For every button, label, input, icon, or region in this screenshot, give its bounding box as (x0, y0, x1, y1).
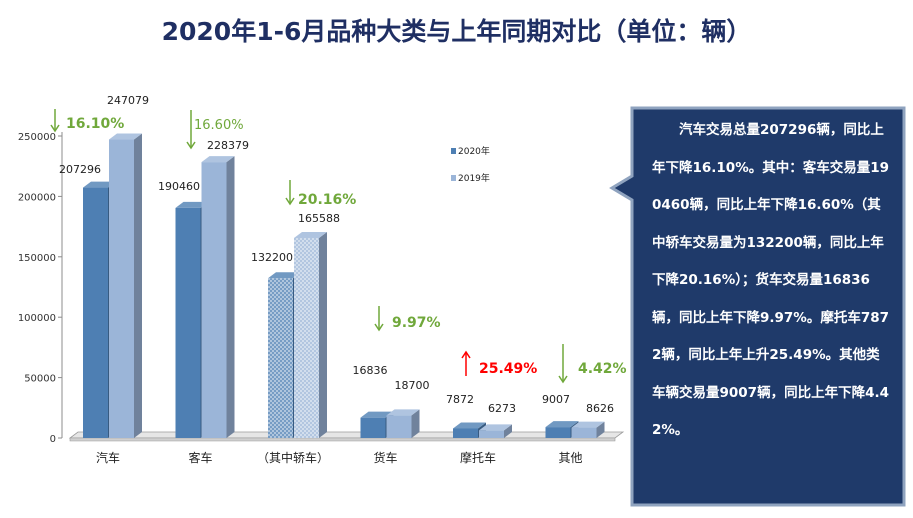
change-percent: 4.42% (578, 361, 627, 377)
bar-top (479, 424, 512, 431)
bar-side (411, 409, 420, 438)
data-label: 132200 (251, 251, 293, 264)
bar-front (83, 187, 108, 438)
bar-top (386, 409, 420, 416)
bar-2019 (386, 409, 420, 438)
change-annotation: 4.42% (558, 344, 627, 384)
data-label: 190460 (158, 180, 200, 193)
data-label: 18700 (395, 379, 430, 392)
data-label: 9007 (542, 393, 570, 406)
arrow-head-icon (285, 197, 295, 206)
bar-front (545, 427, 571, 438)
bar-top (175, 201, 209, 208)
bar-top (83, 181, 116, 188)
chart-floor (68, 431, 625, 439)
data-label: 16836 (353, 364, 388, 377)
x-tick-label: 汽车 (96, 450, 120, 465)
data-label: 8626 (586, 402, 614, 415)
arrow-head-icon (558, 375, 568, 384)
change-percent: 25.49% (479, 361, 537, 377)
bar-top (268, 272, 301, 279)
change-percent: 20.16% (298, 192, 356, 208)
x-tick-label: 货车 (373, 450, 397, 465)
bar-front (109, 139, 134, 438)
change-percent: 16.10% (66, 116, 124, 132)
change-annotation: 20.16% (285, 180, 356, 208)
bar-front (386, 415, 412, 438)
callout-text: 汽车交易总量207296辆，同比上年下降16.10%。其中：客车交易量19046… (652, 122, 890, 438)
bar-2019 (109, 133, 142, 438)
bar-top (545, 421, 579, 428)
bar-front (479, 430, 504, 438)
bar-side (319, 231, 327, 438)
legend-label: 2020年 (458, 145, 490, 157)
change-annotation: 16.10% (50, 109, 124, 133)
arrow-head-icon (461, 350, 471, 359)
bar-front (453, 428, 478, 438)
bar-top (201, 156, 235, 163)
bar-side (226, 156, 235, 438)
bar-front (201, 162, 227, 438)
bar-front (360, 417, 386, 438)
data-label: 7872 (446, 393, 474, 406)
bar-top (360, 411, 394, 418)
arrow-head-icon (186, 141, 196, 150)
y-tick-label: 100000 (18, 313, 56, 324)
bar-top (294, 231, 327, 238)
change-annotation: 9.97% (374, 306, 441, 332)
chart-title: 2020年1-6月品种大类与上年同期对比（单位：辆） (161, 17, 752, 46)
x-tick-label: 其他 (558, 451, 582, 465)
legend-item: 2020年 (451, 145, 490, 157)
bar-front (175, 207, 201, 438)
bar-top (453, 422, 486, 429)
bar-front (268, 278, 293, 438)
legend-label: 2019年 (458, 172, 490, 184)
y-tick-label: 150000 (18, 253, 56, 264)
data-label: 165588 (298, 212, 340, 225)
data-label: 228379 (207, 139, 249, 152)
bar-side (134, 133, 142, 438)
change-percent: 16.60% (194, 118, 244, 133)
bar-2019 (201, 156, 235, 438)
y-tick-label: 0 (50, 434, 56, 445)
bar-top (109, 133, 142, 140)
bar-2019 (479, 424, 512, 438)
change-percent: 9.97% (392, 315, 441, 331)
x-tick-label: （其中轿车） (257, 450, 329, 465)
legend-swatch (451, 175, 456, 181)
arrow-head-icon (374, 323, 384, 332)
bar-side (596, 421, 605, 438)
y-tick-label: 200000 (18, 192, 56, 203)
legend-swatch (451, 148, 456, 154)
arrow-head-icon (50, 124, 60, 133)
bar-side (504, 424, 512, 438)
data-label: 6273 (488, 402, 516, 415)
y-tick-label: 50000 (24, 374, 56, 385)
y-tick-label: 250000 (18, 132, 56, 143)
change-annotation: 25.49% (461, 350, 537, 377)
bar-2019 (294, 231, 327, 438)
bar-top (571, 421, 605, 428)
bar-front (571, 427, 597, 438)
change-annotation: 16.60% (186, 110, 244, 150)
legend-item: 2019年 (451, 172, 490, 184)
data-label: 207296 (59, 163, 101, 176)
x-tick-label: 客车 (188, 450, 212, 465)
bar-2019 (571, 421, 605, 438)
chart-floor-edge (69, 437, 616, 442)
x-tick-label: 摩托车 (460, 450, 496, 465)
bar-front (294, 237, 319, 438)
data-label: 247079 (107, 94, 149, 107)
